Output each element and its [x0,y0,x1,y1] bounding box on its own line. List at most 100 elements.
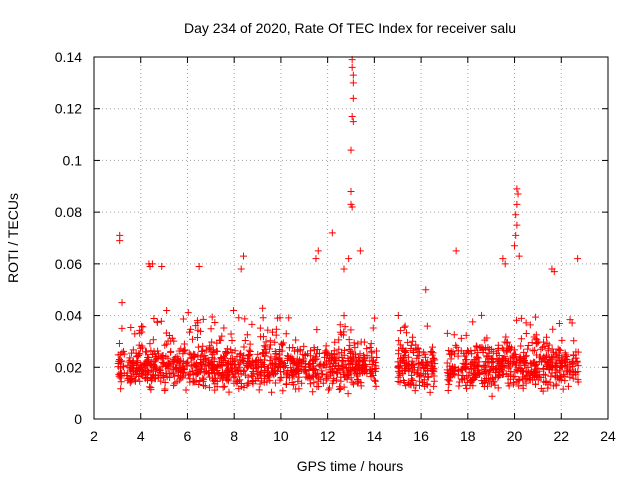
data-point [329,377,337,385]
data-point [180,347,188,355]
data-point [189,353,197,361]
data-point [486,368,494,376]
data-point [526,374,534,382]
data-point [371,314,379,322]
data-point [482,368,490,375]
data-point [276,376,284,384]
data-point [373,347,381,355]
data-point [314,247,322,255]
data-point [531,358,539,366]
data-point [211,380,219,388]
data-point [542,377,550,385]
data-point [201,360,209,368]
data-point [348,357,356,365]
data-point [472,342,480,350]
data-point [514,190,522,198]
data-point [336,321,344,329]
data-point [421,350,429,358]
data-point [326,384,334,392]
data-point [515,375,523,383]
data-point [116,351,124,359]
data-point [292,385,300,393]
data-point [505,382,513,390]
data-point [519,368,527,376]
data-point [179,315,187,323]
data-point [173,378,181,386]
y-tick-label: 0 [74,411,82,427]
data-point [128,349,136,357]
data-point [404,338,412,346]
data-point [211,386,219,394]
data-point [186,370,194,378]
data-point [136,377,144,385]
data-point [199,315,207,323]
data-point [539,387,547,395]
data-point [209,346,217,354]
data-points-layer [114,56,582,400]
data-point [118,299,126,307]
data-point [426,388,434,396]
data-point [350,339,358,347]
data-point [124,361,132,369]
data-point [184,309,192,317]
data-point [143,348,151,356]
data-point [543,333,551,341]
data-point [558,336,566,344]
data-point [367,340,375,348]
data-point [347,353,355,361]
data-point [526,359,534,367]
data-point [204,361,212,369]
x-tick-label: 2 [90,428,98,444]
data-point [423,322,431,330]
data-point [343,375,351,383]
data-point [537,373,545,381]
data-point [500,362,508,370]
y-axis-label: ROTI / TECUs [5,193,21,283]
data-point [515,364,523,372]
data-point [513,200,521,208]
data-point [460,375,468,383]
data-point [472,365,480,373]
data-point [399,357,407,365]
data-point [467,359,475,367]
data-point [527,360,535,368]
data-point [511,242,519,250]
data-point [328,229,336,237]
data-point [540,338,548,346]
data-point [540,353,548,361]
data-point [398,366,406,374]
grid-layer [94,57,608,419]
data-point [522,367,530,375]
data-point [542,371,550,379]
data-point [189,335,197,343]
data-point [340,312,348,320]
data-point [207,325,215,333]
data-point [312,255,320,263]
data-point [272,325,280,333]
data-point [394,312,402,320]
data-point [479,348,487,356]
data-point [473,361,481,369]
data-point [252,357,260,365]
data-point [194,326,202,334]
data-point [363,345,371,353]
data-point [138,328,146,336]
data-point [509,380,517,388]
data-point [117,385,125,393]
data-point [271,338,279,346]
data-point [261,366,269,374]
data-point [415,373,423,381]
data-point [265,364,272,372]
data-point [241,337,249,345]
data-point [349,94,357,102]
data-point [405,361,413,369]
data-point [356,350,364,358]
data-point [515,382,523,390]
data-point [405,380,413,388]
data-point [222,347,230,355]
data-point [208,354,216,362]
data-point [447,351,455,359]
data-point [211,319,219,327]
data-point [420,376,428,384]
